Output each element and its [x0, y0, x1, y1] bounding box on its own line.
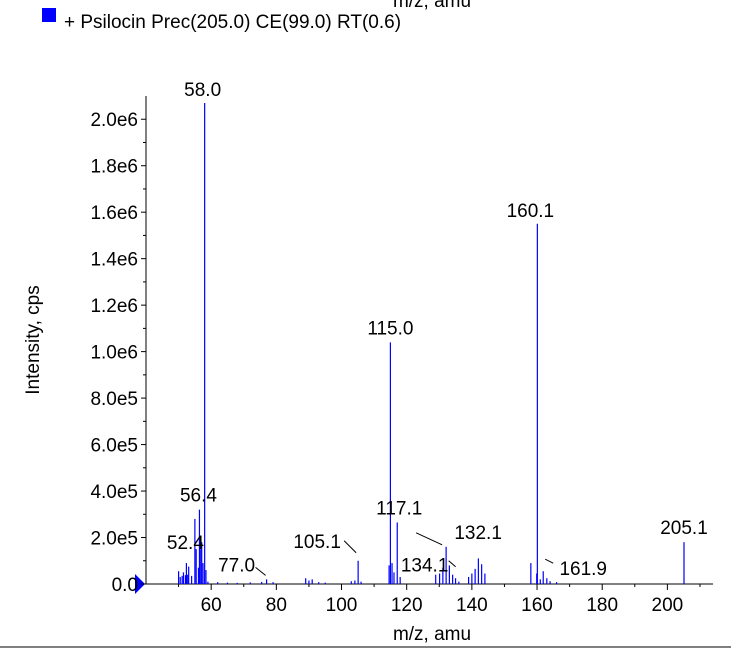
x-tick-label: 200 — [652, 595, 684, 616]
legend-swatch — [42, 8, 56, 22]
y-tick-label: 1.0e6 — [90, 343, 138, 364]
peak-label: 205.1 — [660, 518, 708, 539]
baseline-marker-icon — [135, 574, 145, 594]
x-tick-label: 100 — [326, 595, 358, 616]
peak-label: 161.9 — [559, 559, 607, 580]
y-tick-label: 6.0e5 — [90, 436, 138, 457]
legend: + Psilocin Prec(205.0) CE(99.0) RT(0.6) — [42, 8, 401, 33]
peak-label: 56.4 — [180, 486, 217, 507]
peak-labels: 58.0 160.1 115.0 56.4 117.1 132.1 205.1 105.1 52… — [167, 80, 708, 580]
legend-label: + Psilocin Prec(205.0) CE(99.0) RT(0.6) — [64, 12, 401, 33]
x-tick-label: 80 — [266, 595, 287, 616]
y-tick-label: 2.0e5 — [90, 529, 138, 550]
peak-label-leader — [343, 540, 357, 554]
y-ticks: 0.0 2.0e5 4.0e5 6.0e5 8.0e5 1.0e6 1.2e6 1.4e6 1.… — [90, 110, 146, 596]
peak-label: 117.1 — [376, 498, 422, 519]
x-tick-label: 140 — [456, 595, 488, 616]
y-tick-label: 1.8e6 — [90, 157, 138, 178]
y-tick-label: 8.0e5 — [90, 389, 138, 410]
peak-label: 52.4 — [167, 533, 204, 554]
peak-label-leader — [415, 532, 443, 546]
peak-label: 134.1 — [401, 556, 449, 577]
x-tick-label: 60 — [201, 595, 222, 616]
peak-label: 105.1 — [293, 532, 341, 553]
x-ticks: 60 80 100 120 140 160 180 200 — [178, 584, 701, 616]
peak-label: 58.0 — [184, 80, 221, 101]
y-tick-label: 1.4e6 — [90, 250, 138, 271]
x-tick-label: 160 — [521, 595, 553, 616]
peak-label: 77.0 — [218, 555, 255, 576]
peak-label: 160.1 — [507, 201, 555, 222]
top-cut-axis-label: m/z, amu — [393, 0, 471, 12]
y-tick-label: 4.0e5 — [90, 482, 138, 503]
y-tick-label: 1.6e6 — [90, 203, 138, 224]
peak-label: 115.0 — [367, 318, 413, 339]
x-tick-label: 180 — [586, 595, 618, 616]
x-axis-title: m/z, amu — [393, 624, 471, 645]
peak-label-leader — [448, 560, 456, 568]
y-tick-label: 0.0 — [112, 575, 138, 596]
peak-label-leader — [255, 566, 266, 576]
peak-label-leader — [545, 558, 554, 564]
peak-label: 132.1 — [454, 523, 502, 544]
y-tick-label: 1.2e6 — [90, 296, 138, 317]
y-axis-title: Intensity, cps — [23, 285, 44, 394]
peaks — [177, 102, 685, 584]
x-tick-label: 120 — [391, 595, 423, 616]
y-tick-label: 2.0e6 — [90, 110, 138, 131]
